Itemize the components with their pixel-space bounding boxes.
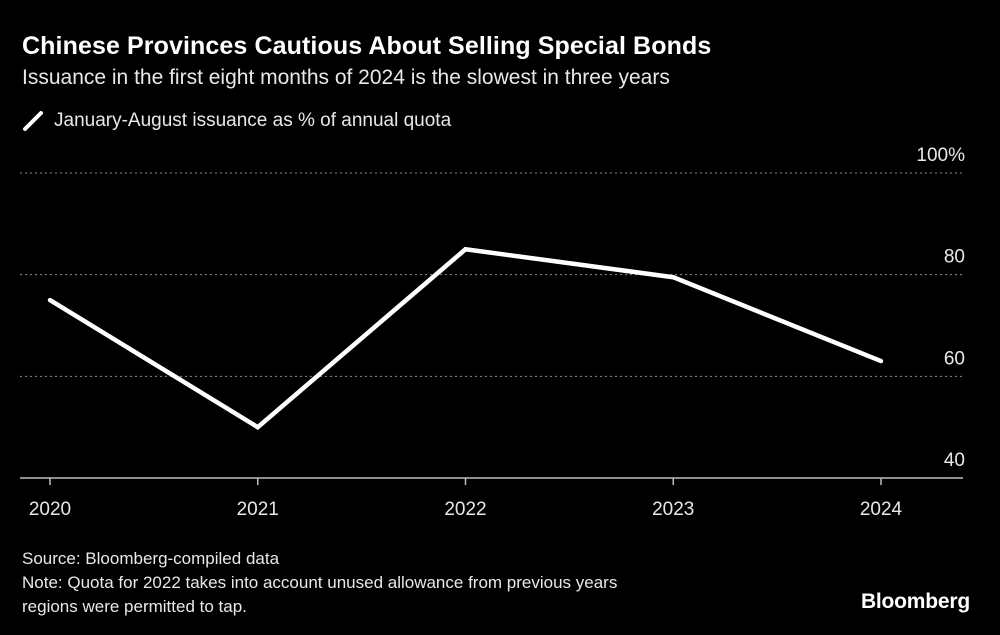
chart-title: Chinese Provinces Cautious About Selling… [22, 32, 712, 60]
line-swatch-icon [23, 111, 43, 131]
legend: January-August issuance as % of annual q… [22, 110, 451, 132]
footnote-line-1: Note: Quota for 2022 takes into account … [22, 573, 618, 592]
x-tick-label: 2024 [860, 499, 903, 520]
y-tick-label: 60 [944, 348, 965, 369]
y-tick-label: 40 [944, 450, 965, 471]
series-line [48, 246, 882, 430]
data-point [878, 358, 884, 364]
data-point [255, 424, 260, 430]
footnote-line-2: regions were permitted to tap. [22, 597, 247, 616]
data-point [463, 247, 468, 252]
y-tick-label: 80 [944, 247, 965, 268]
data-point [47, 297, 53, 303]
x-tick-label: 2023 [652, 499, 694, 520]
legend-label: January-August issuance as % of annual q… [54, 110, 452, 131]
chart-subtitle: Issuance in the first eight months of 20… [22, 66, 670, 89]
x-tick-label: 2022 [444, 499, 486, 520]
x-tick-label: 2020 [29, 499, 71, 520]
source-note: Source: Bloomberg-compiled data [22, 549, 280, 568]
x-tick-label: 2021 [237, 499, 279, 520]
bloomberg-logo: Bloomberg [860, 590, 970, 613]
data-point [671, 275, 676, 280]
y-tick-label: 100% [916, 145, 965, 166]
